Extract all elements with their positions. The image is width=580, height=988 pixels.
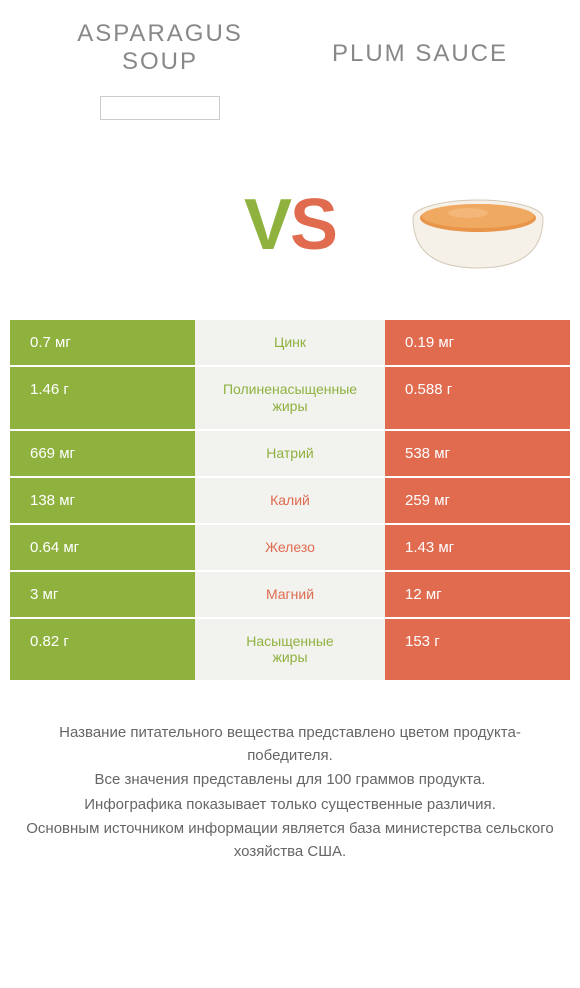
vs-v: V	[244, 185, 290, 265]
footnote-line-1: Название питательного вещества представл…	[20, 722, 560, 767]
title-left-1: ASPARAGUS	[30, 20, 290, 48]
header-left: ASPARAGUS SOUP	[30, 20, 290, 120]
table-row: 138 мгКалий259 мг	[10, 478, 570, 525]
cell-right-value: 1.43 мг	[385, 525, 570, 570]
vs-section: VS	[0, 140, 580, 310]
cell-right-value: 153 г	[385, 619, 570, 681]
cell-right-value: 12 мг	[385, 572, 570, 617]
cell-right-value: 0.588 г	[385, 367, 570, 429]
cell-nutrient-name: Полиненасыщенныежиры	[195, 367, 385, 429]
cell-nutrient-name: Насыщенныежиры	[195, 619, 385, 681]
plum-sauce-bowl-icon	[398, 163, 558, 283]
cell-left-value: 0.64 мг	[10, 525, 195, 570]
table-row: 0.64 мгЖелезо1.43 мг	[10, 525, 570, 572]
table-row: 0.82 гНасыщенныежиры153 г	[10, 619, 570, 683]
header-right: PLUM SAUCE	[290, 20, 550, 120]
cell-nutrient-name: Железо	[195, 525, 385, 570]
cell-nutrient-name: Калий	[195, 478, 385, 523]
vs-s: S	[290, 185, 336, 265]
cell-left-value: 138 мг	[10, 478, 195, 523]
cell-left-value: 0.82 г	[10, 619, 195, 681]
cell-right-value: 538 мг	[385, 431, 570, 476]
comparison-table: 0.7 мгЦинк0.19 мг1.46 гПолиненасыщенныеж…	[10, 320, 570, 682]
header: ASPARAGUS SOUP PLUM SAUCE	[0, 0, 580, 130]
cell-nutrient-name: Магний	[195, 572, 385, 617]
cell-left-value: 669 мг	[10, 431, 195, 476]
cell-left-value: 1.46 г	[10, 367, 195, 429]
vs-text: VS	[244, 184, 336, 266]
footnote-line-3: Инфографика показывает только существенн…	[20, 794, 560, 817]
footnote-line-4: Основным источником информации является …	[20, 818, 560, 863]
cell-left-value: 3 мг	[10, 572, 195, 617]
table-row: 669 мгНатрий538 мг	[10, 431, 570, 478]
title-left-2: SOUP	[30, 48, 290, 76]
table-row: 0.7 мгЦинк0.19 мг	[10, 320, 570, 367]
table-row: 3 мгМагний12 мг	[10, 572, 570, 619]
cell-right-value: 259 мг	[385, 478, 570, 523]
table-row: 1.46 гПолиненасыщенныежиры0.588 г	[10, 367, 570, 431]
cell-left-value: 0.7 мг	[10, 320, 195, 365]
cell-nutrient-name: Натрий	[195, 431, 385, 476]
title-right: PLUM SAUCE	[290, 40, 550, 68]
image-placeholder-left	[100, 96, 220, 120]
cell-nutrient-name: Цинк	[195, 320, 385, 365]
footnote: Название питательного вещества представл…	[20, 722, 560, 863]
cell-right-value: 0.19 мг	[385, 320, 570, 365]
footnote-line-2: Все значения представлены для 100 граммо…	[20, 769, 560, 792]
